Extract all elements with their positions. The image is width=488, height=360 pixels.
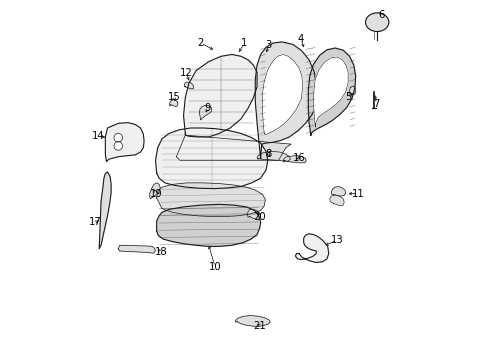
- Text: 13: 13: [330, 235, 343, 245]
- Polygon shape: [149, 183, 160, 199]
- Text: 15: 15: [167, 92, 180, 102]
- Polygon shape: [169, 100, 178, 107]
- Polygon shape: [313, 57, 347, 127]
- Polygon shape: [349, 86, 355, 95]
- Polygon shape: [183, 54, 257, 137]
- Text: 18: 18: [155, 247, 167, 257]
- Text: 7: 7: [372, 99, 379, 109]
- Text: 14: 14: [92, 131, 104, 141]
- Text: 2: 2: [197, 38, 203, 48]
- Circle shape: [114, 141, 122, 150]
- Text: 21: 21: [253, 321, 266, 331]
- Ellipse shape: [365, 13, 388, 32]
- Text: 19: 19: [149, 189, 162, 199]
- Text: 17: 17: [88, 217, 101, 227]
- Polygon shape: [156, 183, 265, 217]
- Text: 5: 5: [345, 92, 351, 102]
- Polygon shape: [283, 156, 305, 163]
- Text: 1: 1: [241, 38, 247, 48]
- Polygon shape: [295, 234, 328, 262]
- Text: 10: 10: [208, 262, 221, 272]
- Polygon shape: [247, 209, 260, 220]
- Polygon shape: [184, 82, 193, 89]
- Text: 20: 20: [253, 212, 265, 221]
- Text: 16: 16: [292, 153, 305, 163]
- Polygon shape: [329, 195, 344, 206]
- Polygon shape: [99, 172, 111, 248]
- Text: 12: 12: [180, 68, 192, 78]
- Polygon shape: [156, 204, 260, 246]
- Text: 9: 9: [204, 103, 211, 113]
- Polygon shape: [262, 54, 302, 135]
- Circle shape: [114, 134, 122, 142]
- Polygon shape: [176, 135, 290, 160]
- Polygon shape: [118, 245, 155, 253]
- Text: 3: 3: [265, 40, 271, 50]
- Polygon shape: [257, 151, 290, 161]
- Polygon shape: [235, 316, 270, 326]
- Polygon shape: [199, 105, 211, 120]
- Text: 8: 8: [265, 149, 271, 159]
- Polygon shape: [330, 186, 345, 196]
- Polygon shape: [155, 128, 267, 189]
- Text: 4: 4: [297, 35, 304, 44]
- Polygon shape: [255, 42, 316, 158]
- Text: 6: 6: [378, 10, 384, 20]
- Polygon shape: [105, 123, 144, 161]
- Polygon shape: [308, 48, 355, 135]
- Text: 11: 11: [351, 189, 364, 199]
